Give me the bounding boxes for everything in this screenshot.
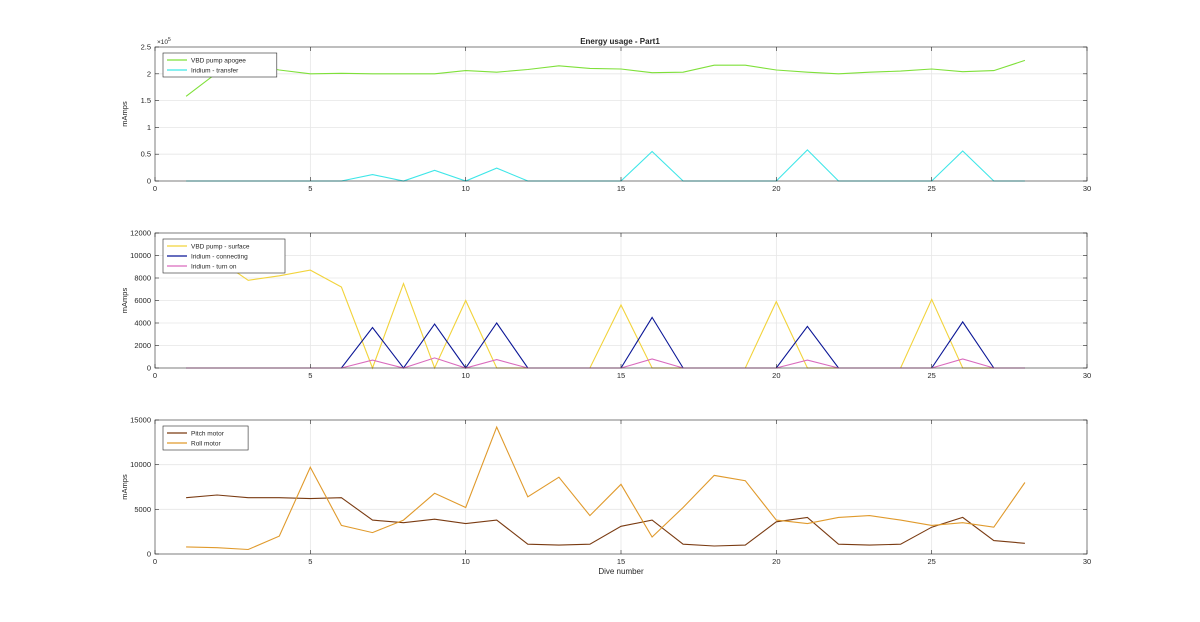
figure-title: Energy usage - Part1 xyxy=(580,37,660,46)
y-tick-label: 12000 xyxy=(130,229,151,238)
y-tick-label: 0 xyxy=(147,550,151,559)
x-tick-label: 20 xyxy=(772,184,780,193)
x-tick-label: 25 xyxy=(927,184,935,193)
y-tick-label: 0 xyxy=(147,177,151,186)
y-tick-label: 4000 xyxy=(134,319,151,328)
y-tick-label: 2 xyxy=(147,69,151,78)
x-tick-label: 0 xyxy=(153,557,157,566)
x-tick-label: 10 xyxy=(461,557,469,566)
x-tick-label: 30 xyxy=(1083,557,1091,566)
legend-label: VBD pump apogee xyxy=(191,58,246,65)
subplot-3: 0 5 10 15 20 25 30 0 5000 10000 15000 mAmps Dive num… xyxy=(120,416,1091,577)
legend-label: Iridium - turn on xyxy=(191,264,237,271)
x-tick-label: 15 xyxy=(617,184,625,193)
legend-label: Pitch motor xyxy=(191,431,225,438)
x-tick-label: 30 xyxy=(1083,184,1091,193)
legend-label: VBD pump - surface xyxy=(191,244,250,251)
x-tick-label: 20 xyxy=(772,371,780,380)
x-tick-label: 30 xyxy=(1083,371,1091,380)
y-tick-label: 0 xyxy=(147,364,151,373)
series-line-2 xyxy=(186,425,1026,551)
legend: VBD pump apogee Iridium - transfer xyxy=(162,52,278,78)
y-axis-label: mAmps xyxy=(120,101,129,127)
x-tick-label: 25 xyxy=(927,371,935,380)
x-tick-label: 25 xyxy=(927,557,935,566)
y-axis-label: mAmps xyxy=(120,474,129,500)
y-tick-label: 15000 xyxy=(130,416,151,425)
subplot-1: 0 5 10 15 20 25 30 0 0.5 1 1.5 2 2.5 ×105 mAmps VBD pum… xyxy=(120,37,1091,193)
x-tick-label: 0 xyxy=(153,371,157,380)
y-tick-label: 10000 xyxy=(130,251,151,260)
series-line-1 xyxy=(186,494,1025,547)
legend: VBD pump - surface Iridium - connecting Ir… xyxy=(162,238,286,274)
subplots: 0 5 10 15 20 25 30 0 0.5 1 1.5 2 2.5 ×105 mAmps VBD pum… xyxy=(120,37,1091,576)
x-tick-label: 20 xyxy=(772,557,780,566)
x-tick-label: 15 xyxy=(617,557,625,566)
legend-label: Iridium - connecting xyxy=(191,254,248,261)
x-tick-label: 10 xyxy=(461,184,469,193)
y-tick-label: 2.5 xyxy=(141,43,151,52)
x-tick-label: 5 xyxy=(308,184,312,193)
x-tick-label: 15 xyxy=(617,371,625,380)
x-tick-label: 10 xyxy=(461,371,469,380)
series-line-1 xyxy=(185,59,1026,97)
subplot-2: 0 5 10 15 20 25 30 0 2000 4000 6000 8000 10000 12000 m… xyxy=(120,229,1091,381)
y-tick-label: 6000 xyxy=(134,296,151,305)
y-exponent-label: ×105 xyxy=(157,37,171,46)
legend: Pitch motor Roll motor xyxy=(162,425,249,451)
x-axis-label: Dive number xyxy=(598,567,644,576)
y-tick-label: 1 xyxy=(147,123,151,132)
y-tick-label: 2000 xyxy=(134,341,151,350)
y-tick-label: 0.5 xyxy=(141,150,151,159)
legend-label: Iridium - transfer xyxy=(191,68,239,75)
y-tick-label: 10000 xyxy=(130,460,151,469)
y-tick-label: 5000 xyxy=(134,505,151,514)
legend-box xyxy=(162,52,278,78)
x-tick-label: 5 xyxy=(308,557,312,566)
x-tick-label: 5 xyxy=(308,371,312,380)
legend-box xyxy=(162,425,249,451)
y-tick-label: 8000 xyxy=(134,274,151,283)
y-axis-label: mAmps xyxy=(120,288,129,314)
x-tick-label: 0 xyxy=(153,184,157,193)
y-tick-label: 1.5 xyxy=(141,96,151,105)
y-exponent-power: 5 xyxy=(168,37,171,43)
legend-label: Roll motor xyxy=(191,441,221,448)
